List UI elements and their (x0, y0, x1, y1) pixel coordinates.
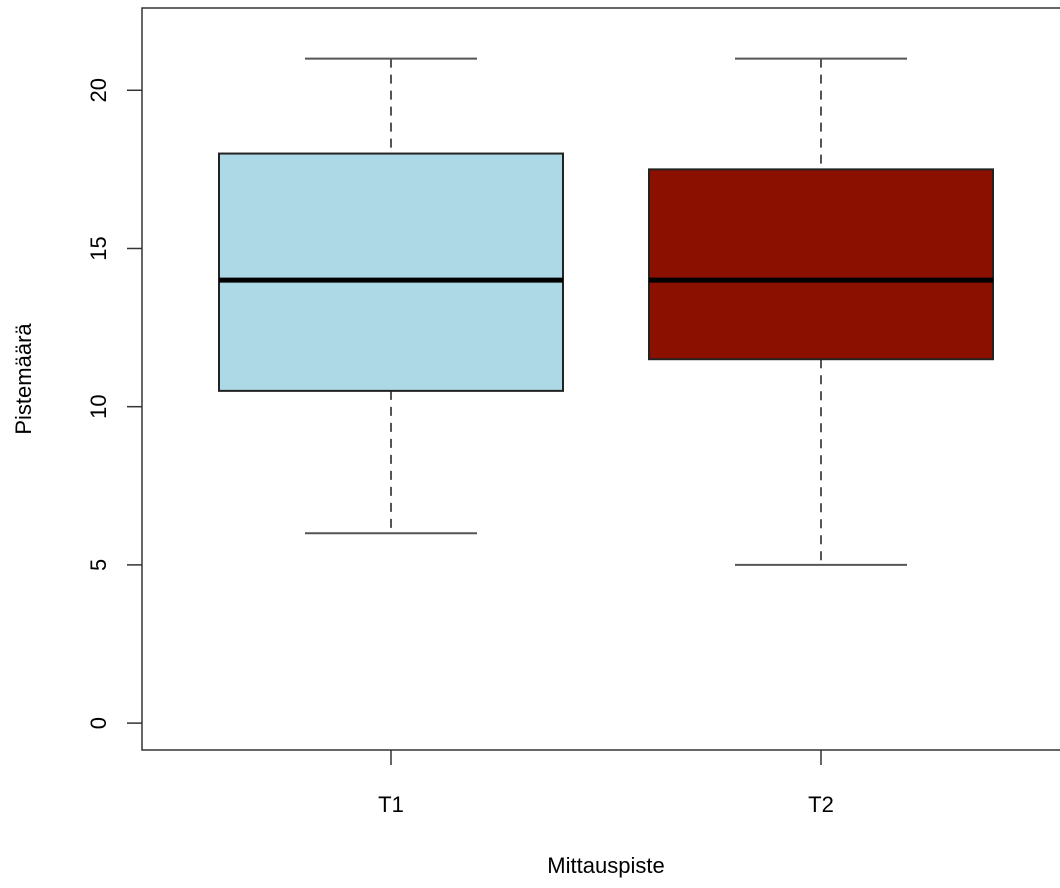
x-axis: T1 T2 (378, 750, 834, 817)
box-t2 (648, 57, 994, 566)
x-tick-label-t1: T1 (378, 792, 404, 817)
iqr-box (218, 152, 564, 392)
y-tick-label: 5 (86, 559, 111, 571)
y-tick-label: 0 (86, 717, 111, 729)
y-tick-label: 20 (86, 78, 111, 102)
y-axis-title: Pistemäärä (11, 323, 36, 435)
y-tick-label: 10 (86, 394, 111, 418)
plot-frame (141, 7, 1060, 751)
x-axis-title: Mittauspiste (547, 853, 664, 878)
x-tick-label-t2: T2 (808, 792, 834, 817)
box-t1 (218, 57, 564, 535)
boxes-layer (218, 57, 994, 566)
y-axis: 0 5 10 15 20 (86, 78, 142, 729)
y-tick-label: 15 (86, 236, 111, 260)
iqr-box (648, 168, 994, 361)
